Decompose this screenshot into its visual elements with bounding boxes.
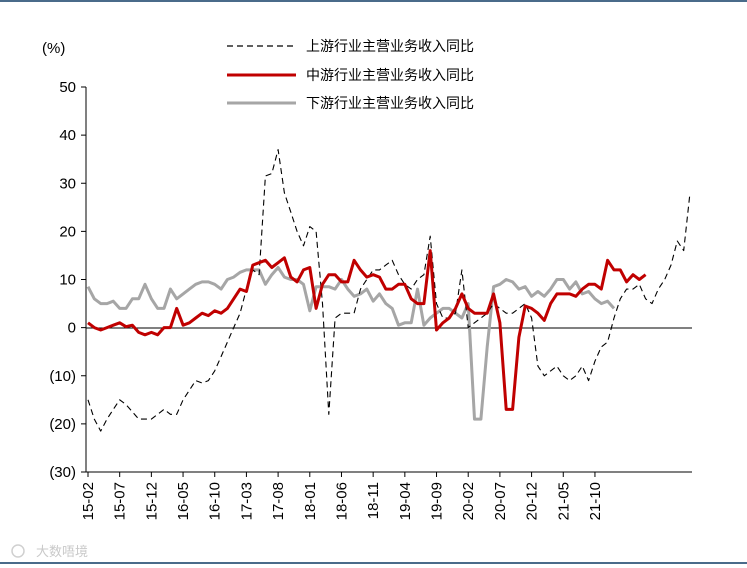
x-tick-label: 18-06 bbox=[333, 482, 350, 520]
y-tick-label: 10 bbox=[59, 272, 76, 289]
y-tick-label: 40 bbox=[59, 127, 76, 144]
x-tick-label: 21-10 bbox=[587, 482, 604, 520]
x-tick-label: 15-12 bbox=[143, 482, 160, 520]
y-tick-label: (30) bbox=[49, 464, 76, 481]
x-axis-ticks: 15-02 15-07 15-12 16-05 16-10 17-03 17-08 18-01… bbox=[80, 472, 604, 520]
y-tick-label: 30 bbox=[59, 175, 76, 192]
series-line-midstream bbox=[87, 249, 647, 411]
x-tick-label: 16-10 bbox=[207, 482, 224, 520]
legend-label-midstream: 中游行业主营业务收入同比 bbox=[306, 68, 474, 84]
x-tick-label: 17-08 bbox=[270, 482, 287, 520]
x-tick-label: 20-02 bbox=[460, 482, 477, 520]
x-tick-label: 16-05 bbox=[175, 482, 192, 520]
y-tick-label: 50 bbox=[59, 79, 76, 96]
watermark-text: 大数唔境 bbox=[36, 545, 88, 560]
x-tick-label: 15-02 bbox=[80, 482, 97, 520]
x-tick-label: 21-05 bbox=[555, 482, 572, 520]
y-axis-unit-label: (%) bbox=[42, 40, 65, 57]
x-tick-label: 18-01 bbox=[302, 482, 319, 520]
x-tick-label: 20-12 bbox=[524, 482, 541, 520]
legend-label-upstream: 上游行业主营业务收入同比 bbox=[306, 39, 474, 55]
y-axis-ticks: 50 40 30 20 10 0 (10) (20) (30) bbox=[49, 79, 86, 481]
y-tick-label: 20 bbox=[59, 223, 76, 240]
x-tick-label: 19-09 bbox=[429, 482, 446, 520]
x-tick-label: 19-04 bbox=[397, 482, 414, 520]
x-tick-label: 17-03 bbox=[238, 482, 255, 520]
y-tick-label: (20) bbox=[49, 416, 76, 433]
x-tick-label: 18-11 bbox=[365, 482, 382, 519]
watermark-logo-icon bbox=[11, 544, 25, 558]
x-tick-label: 20-07 bbox=[492, 482, 509, 520]
y-tick-label: (10) bbox=[49, 368, 76, 385]
legend-label-downstream: 下游行业主营业务收入同比 bbox=[306, 96, 474, 112]
y-tick-label: 0 bbox=[68, 320, 76, 337]
x-tick-label: 15-07 bbox=[112, 482, 129, 520]
series-layer bbox=[86, 149, 691, 432]
series-line-downstream bbox=[86, 266, 616, 421]
watermark: 大数唔境 bbox=[11, 544, 88, 560]
legend: 上游行业主营业务收入同比 中游行业主营业务收入同比 下游行业主营业务收入同比 bbox=[227, 39, 474, 112]
